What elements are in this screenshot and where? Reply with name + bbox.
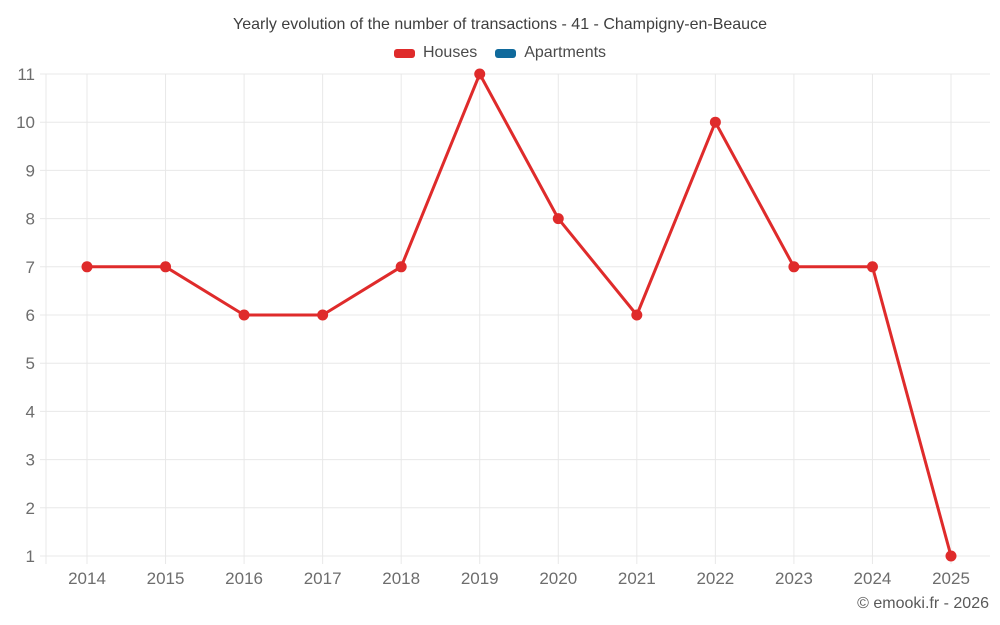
- x-axis-tick-label: 2025: [932, 569, 970, 588]
- y-axis-tick-label: 3: [26, 451, 35, 470]
- data-point-houses-2015[interactable]: [160, 261, 172, 273]
- data-point-houses-2020[interactable]: [552, 213, 564, 225]
- x-axis-tick-label: 2023: [775, 569, 813, 588]
- y-axis-tick-label: 4: [26, 402, 35, 421]
- y-axis-tick-label: 1: [26, 547, 35, 566]
- y-axis-tick-label: 7: [26, 258, 35, 277]
- data-point-houses-2016[interactable]: [238, 309, 250, 321]
- copyright-text: © emooki.fr - 2026: [857, 595, 989, 612]
- y-axis-tick-label: 10: [16, 113, 35, 132]
- data-point-houses-2018[interactable]: [395, 261, 407, 273]
- y-axis-tick-label: 11: [17, 65, 35, 84]
- series-line-houses: [85, 72, 953, 558]
- legend-swatch-icon: [393, 48, 415, 58]
- legend-item-apartments[interactable]: Apartments: [495, 44, 606, 62]
- y-axis-tick-label: 6: [26, 306, 35, 325]
- x-axis-tick-label: 2024: [854, 569, 892, 588]
- y-axis-tick-label: 5: [26, 354, 35, 373]
- legend-label: Houses: [422, 44, 478, 61]
- x-axis-tick-label: 2022: [696, 569, 734, 588]
- data-point-houses-2021[interactable]: [631, 309, 643, 321]
- y-axis-tick-label: 2: [26, 499, 35, 518]
- x-axis-tick-label: 2020: [539, 569, 577, 588]
- data-point-houses-2024[interactable]: [866, 261, 878, 273]
- legend-swatch-icon: [495, 48, 517, 58]
- data-point-houses-2023[interactable]: [788, 261, 800, 273]
- x-axis-tick-label: 2019: [461, 569, 499, 588]
- y-axis-tick-label: 9: [26, 161, 35, 180]
- legend: Houses Apartments: [0, 44, 1000, 62]
- data-point-houses-2022[interactable]: [709, 116, 721, 128]
- x-axis-tick-label: 2021: [618, 569, 656, 588]
- x-axis-tick-label: 2017: [304, 569, 342, 588]
- data-point-houses-2025[interactable]: [945, 550, 957, 562]
- x-axis-tick-label: 2016: [225, 569, 263, 588]
- data-point-houses-2014[interactable]: [81, 261, 93, 273]
- chart-title: Yearly evolution of the number of transa…: [233, 16, 767, 33]
- legend-label: Apartments: [524, 44, 607, 61]
- x-axis-tick-label: 2014: [68, 569, 106, 588]
- data-point-houses-2019[interactable]: [474, 68, 486, 80]
- data-point-houses-2017[interactable]: [317, 309, 329, 321]
- legend-item-houses[interactable]: Houses: [393, 44, 478, 62]
- x-axis-tick-label: 2018: [382, 569, 420, 588]
- y-axis-tick-label: 8: [26, 210, 35, 229]
- x-axis-tick-label: 2015: [147, 569, 185, 588]
